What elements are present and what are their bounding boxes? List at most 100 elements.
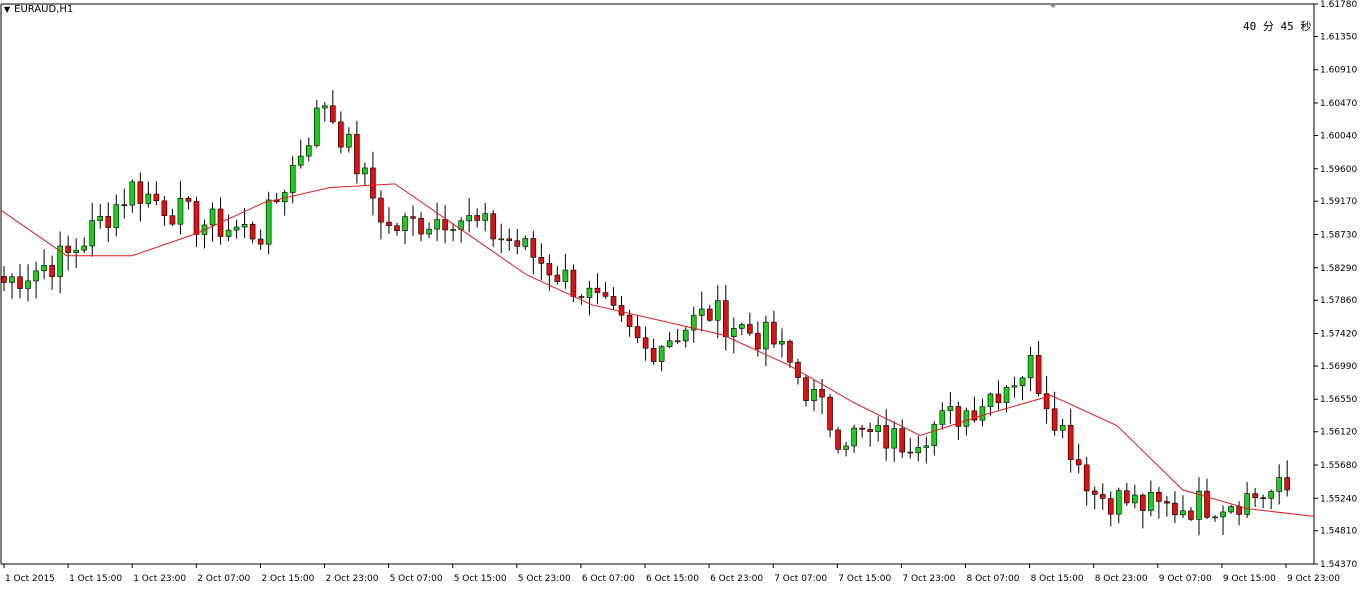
bull-candle bbox=[987, 393, 994, 408]
bear-candle bbox=[755, 332, 761, 350]
y-tick-label: 1.58730 bbox=[1320, 230, 1357, 240]
bull-candle bbox=[923, 445, 930, 448]
bear-candle bbox=[442, 219, 448, 231]
bear-candle bbox=[410, 216, 416, 219]
bear-candle bbox=[153, 193, 160, 202]
bull-candle bbox=[498, 238, 505, 241]
bear-candle bbox=[330, 105, 336, 123]
x-tick-label: 7 Oct 15:00 bbox=[838, 574, 891, 584]
bear-candle bbox=[538, 257, 545, 264]
bull-candle bbox=[931, 424, 938, 447]
bull-candle bbox=[947, 406, 954, 411]
bear-candle bbox=[370, 167, 376, 199]
y-tick-label: 1.61780 bbox=[1320, 0, 1357, 10]
x-tick-label: 9 Oct 15:00 bbox=[1223, 574, 1276, 584]
bear-candle bbox=[1075, 459, 1082, 466]
bear-candle bbox=[137, 181, 144, 204]
bull-candle bbox=[1003, 386, 1010, 404]
bear-candle bbox=[819, 388, 825, 398]
bear-candle bbox=[546, 263, 553, 276]
bear-candle bbox=[650, 347, 657, 362]
bull-candle bbox=[81, 245, 87, 251]
y-tick-label: 1.55240 bbox=[1320, 494, 1357, 504]
bear-candle bbox=[594, 287, 601, 293]
y-tick-label: 1.60040 bbox=[1320, 131, 1357, 141]
bear-candle bbox=[121, 204, 128, 206]
bear-candle bbox=[1236, 506, 1242, 515]
bull-candle bbox=[682, 329, 689, 342]
bear-candle bbox=[835, 429, 841, 450]
bull-candle bbox=[963, 410, 970, 427]
bull-candle bbox=[177, 197, 184, 225]
bar-countdown: 40 分 45 秒 bbox=[1243, 20, 1312, 33]
bull-candle bbox=[297, 155, 304, 166]
bull-candle bbox=[57, 245, 63, 277]
bear-candle bbox=[867, 429, 873, 432]
bull-candle bbox=[145, 193, 152, 204]
bull-candle bbox=[97, 215, 104, 221]
x-tick-label: 2 Oct 07:00 bbox=[197, 574, 250, 584]
bear-candle bbox=[257, 238, 264, 245]
x-tick-label: 6 Oct 15:00 bbox=[646, 574, 699, 584]
x-tick-label: 1 Oct 15:00 bbox=[69, 574, 122, 584]
bull-candle bbox=[1276, 477, 1282, 492]
triangle-down-icon[interactable]: ▼ bbox=[4, 5, 11, 14]
bull-candle bbox=[1019, 377, 1026, 387]
bear-candle bbox=[1188, 510, 1194, 520]
bull-candle bbox=[1220, 511, 1226, 518]
bear-candle bbox=[1043, 393, 1050, 410]
bull-candle bbox=[1244, 493, 1250, 515]
bear-candle bbox=[49, 265, 55, 277]
bear-candle bbox=[827, 396, 833, 431]
bear-candle bbox=[674, 340, 681, 343]
bear-candle bbox=[722, 300, 729, 337]
bull-candle bbox=[1148, 492, 1154, 511]
x-tick-label: 2 Oct 23:00 bbox=[326, 574, 379, 584]
bull-candle bbox=[1132, 494, 1138, 504]
bear-candle bbox=[17, 276, 23, 289]
y-tick-label: 1.60910 bbox=[1320, 66, 1357, 76]
bear-candle bbox=[747, 324, 753, 334]
bear-candle bbox=[1260, 497, 1266, 499]
bear-candle bbox=[185, 197, 192, 202]
bull-candle bbox=[482, 213, 489, 221]
x-tick-label: 5 Oct 07:00 bbox=[390, 574, 443, 584]
bull-candle bbox=[73, 249, 79, 253]
bear-candle bbox=[883, 425, 890, 449]
bear-candle bbox=[602, 292, 609, 297]
bear-candle bbox=[554, 274, 561, 282]
bull-candle bbox=[979, 406, 986, 421]
bear-candle bbox=[1, 276, 7, 283]
x-tick-label: 8 Oct 15:00 bbox=[1031, 574, 1084, 584]
bull-candle bbox=[939, 410, 946, 425]
bear-candle bbox=[418, 218, 424, 235]
bull-candle bbox=[9, 276, 15, 283]
bull-candle bbox=[1027, 355, 1034, 379]
bear-candle bbox=[1284, 477, 1290, 491]
bull-candle bbox=[1196, 490, 1202, 520]
bull-candle bbox=[41, 265, 47, 272]
bull-candle bbox=[690, 315, 697, 331]
bull-candle bbox=[779, 340, 785, 345]
bear-candle bbox=[1140, 494, 1146, 511]
y-tick-label: 1.59170 bbox=[1320, 197, 1357, 207]
bull-candle bbox=[1059, 424, 1066, 431]
bull-candle bbox=[1228, 506, 1234, 513]
y-tick-label: 1.57860 bbox=[1320, 296, 1357, 306]
bear-candle bbox=[354, 134, 360, 175]
bull-candle bbox=[113, 204, 120, 228]
bull-candle bbox=[346, 134, 352, 148]
bear-candle bbox=[193, 201, 200, 235]
bear-candle bbox=[506, 238, 513, 241]
bear-candle bbox=[899, 428, 906, 453]
y-tick-label: 1.58290 bbox=[1320, 264, 1357, 274]
bear-candle bbox=[1035, 355, 1042, 394]
y-tick-label: 1.61350 bbox=[1320, 32, 1357, 42]
bear-candle bbox=[169, 215, 176, 225]
y-tick-label: 1.57420 bbox=[1320, 330, 1357, 340]
bear-candle bbox=[249, 224, 256, 240]
bull-candle bbox=[1212, 516, 1218, 519]
x-tick-label: 8 Oct 07:00 bbox=[967, 574, 1020, 584]
y-tick-label: 1.59600 bbox=[1320, 165, 1357, 175]
